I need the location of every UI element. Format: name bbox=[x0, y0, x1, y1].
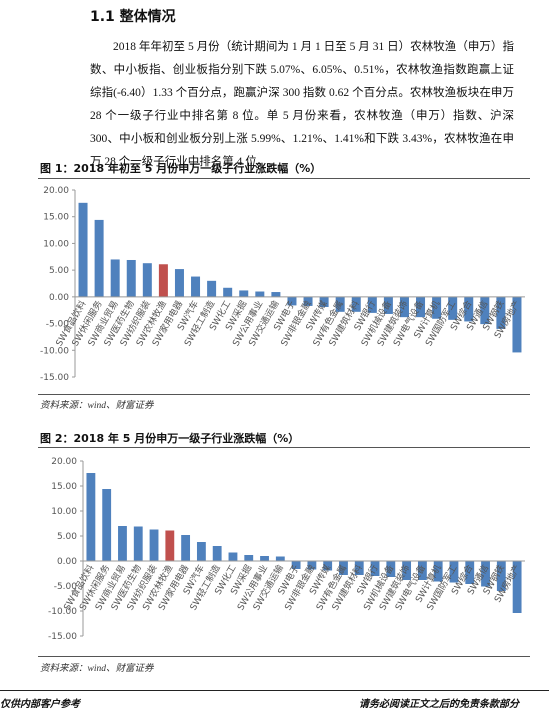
bar bbox=[303, 296, 313, 306]
bar bbox=[94, 219, 104, 297]
source: 资料来源：wind、财富证券 bbox=[40, 664, 154, 674]
source: 资料来源：wind、财富证券 bbox=[40, 401, 154, 411]
chart: 20.00 15.00 10.00 5.00 0.00 -5.00 -10.00 -15.00… bbox=[40, 186, 525, 383]
bar bbox=[223, 287, 233, 297]
bar bbox=[255, 291, 265, 297]
y-tick-label: 0.00 bbox=[57, 557, 77, 567]
bar bbox=[386, 561, 396, 577]
bar bbox=[307, 561, 317, 570]
bar bbox=[271, 292, 281, 297]
y-tick-label: 10.00 bbox=[43, 239, 69, 249]
y-tick-label: 10.00 bbox=[51, 507, 77, 517]
y-tick-label: 0.00 bbox=[49, 293, 69, 303]
y-tick-label: 15.00 bbox=[43, 213, 69, 223]
y-tick-label: 5.00 bbox=[49, 266, 69, 276]
bar bbox=[149, 529, 159, 561]
rule bbox=[38, 447, 530, 448]
bar bbox=[351, 296, 361, 312]
bar bbox=[142, 263, 152, 297]
bar bbox=[239, 290, 249, 297]
chart: 20.00 15.00 10.00 5.00 0.00 -5.00 -10.00 -15.00… bbox=[48, 457, 525, 642]
bar bbox=[432, 296, 442, 319]
bar bbox=[228, 552, 238, 561]
bar bbox=[174, 269, 184, 297]
bar bbox=[260, 556, 269, 561]
bar bbox=[417, 561, 427, 580]
bar bbox=[244, 555, 254, 561]
footer-left: 仅供内部客户参考 bbox=[0, 699, 80, 710]
bar bbox=[480, 296, 490, 325]
figure-title: 图 2：2018 年 5 月份申万一级子行业涨跌幅（%） bbox=[40, 432, 300, 445]
bar bbox=[323, 561, 333, 571]
bar bbox=[512, 561, 522, 613]
figure-title: 图 1：2018 年初至 5 月份申万一级子行业涨跌幅（%） bbox=[40, 162, 322, 175]
y-tick-label: -15.00 bbox=[40, 373, 69, 383]
rule bbox=[38, 178, 530, 179]
y-tick-label: -15.00 bbox=[48, 632, 77, 642]
bar bbox=[133, 526, 143, 561]
bar bbox=[335, 296, 345, 312]
bar bbox=[465, 561, 475, 584]
bar bbox=[433, 561, 443, 582]
bar bbox=[448, 296, 458, 320]
y-tick-label: 20.00 bbox=[51, 457, 77, 467]
bar bbox=[481, 561, 490, 587]
bar bbox=[339, 561, 348, 575]
bar bbox=[275, 556, 285, 561]
bar bbox=[354, 561, 364, 575]
bar bbox=[383, 296, 393, 314]
section-title: 1.1 整体情况 bbox=[90, 9, 176, 25]
bar bbox=[86, 473, 96, 561]
bar bbox=[449, 561, 459, 583]
rule bbox=[38, 394, 530, 395]
bar bbox=[78, 202, 88, 297]
footer-right: 请务必阅读正文之后的免责条款部分 bbox=[359, 699, 519, 710]
rule bbox=[0, 690, 549, 691]
y-tick-label: -5.00 bbox=[54, 582, 78, 592]
y-tick-label: 15.00 bbox=[51, 482, 77, 492]
bar bbox=[110, 259, 120, 297]
bar bbox=[181, 535, 191, 561]
bar bbox=[464, 296, 474, 322]
y-tick-label: -5.00 bbox=[46, 320, 70, 330]
bar bbox=[102, 489, 112, 561]
y-tick-label: 5.00 bbox=[57, 532, 77, 542]
bar bbox=[496, 296, 506, 329]
bar bbox=[165, 530, 175, 561]
bar bbox=[512, 296, 522, 353]
bar bbox=[367, 296, 377, 313]
bar bbox=[370, 561, 380, 576]
bar bbox=[126, 259, 136, 297]
bar bbox=[402, 561, 412, 580]
y-tick-label: -10.00 bbox=[40, 346, 69, 356]
rule bbox=[38, 656, 530, 657]
bar bbox=[416, 296, 426, 318]
y-tick-label: -10.00 bbox=[48, 607, 77, 617]
bar bbox=[212, 546, 222, 561]
bar bbox=[319, 296, 329, 308]
bar bbox=[496, 561, 506, 591]
bar bbox=[191, 276, 201, 297]
bar bbox=[196, 542, 206, 561]
y-tick-label: 20.00 bbox=[43, 186, 69, 196]
paragraph: 2018 年年初至 5 月份（统计期间为 1 月 1 日至 5 月 31 日）农… bbox=[90, 41, 514, 168]
bar bbox=[118, 526, 127, 561]
bar bbox=[158, 264, 168, 297]
bar bbox=[399, 296, 409, 318]
bar bbox=[291, 561, 301, 569]
bar bbox=[207, 280, 217, 297]
bar bbox=[287, 296, 297, 306]
